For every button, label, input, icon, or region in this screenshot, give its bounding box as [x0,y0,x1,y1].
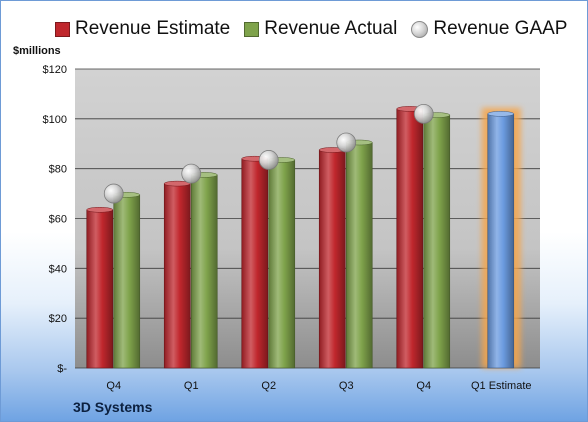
y-tick-label: $60 [49,214,67,226]
bar-revenue-actual [113,194,141,369]
y-tick-label: $20 [49,313,67,325]
gaap-marker [258,150,279,170]
legend-item-0: Revenue Estimate [55,18,230,40]
bar-revenue-actual [190,174,218,369]
bar-top [86,207,113,213]
gridlines [75,68,540,369]
y-tick-label: $120 [43,64,67,76]
legend-swatch [55,21,70,37]
bar-revenue-actual [268,159,296,369]
legend-swatch [411,20,429,38]
gaap-marker [103,183,124,204]
x-tick-label: Q1 Estimate [471,380,532,392]
x-tick-label: Q1 [184,380,199,392]
legend-item-2: Revenue GAAP [411,18,567,40]
y-tick-label: $40 [49,263,67,275]
bars [86,106,521,369]
y-tick-label: $- [57,363,67,375]
x-tick-label: Q4 [106,380,121,392]
x-tick-label: Q2 [261,380,276,392]
bar-revenue-estimate [396,108,424,369]
y-tick-label: $80 [49,164,67,176]
gaap-marker [336,132,357,153]
bar-revenue-actual [345,142,373,369]
x-tick-label: Q3 [339,380,354,392]
gaap-marker [413,103,434,124]
legend-label: Revenue GAAP [433,18,568,39]
legend-label: Revenue Actual [264,18,398,39]
legend: Revenue Estimate Revenue Actual Revenue GA… [55,17,581,41]
y-tick-label: $100 [43,114,67,126]
bar-top [164,180,191,187]
bar-top [487,111,514,117]
bar-revenue-estimate [86,209,114,369]
legend-swatch [244,21,260,37]
x-axis: Q4 Q1 Q2 Q3 Q4 Q1 Estimate [106,380,531,392]
legend-item-1: Revenue Actual [244,18,397,40]
bar-revenue-actual [423,114,451,369]
legend-label: Revenue Estimate [75,18,231,39]
y-unit-label: $millions [13,45,61,57]
company-name: 3D Systems [73,399,153,415]
gaap-marker [181,163,202,184]
bar-revenue-estimate [241,158,269,369]
bar-revenue-estimate [163,183,191,369]
bar-revenue-estimate [318,149,346,369]
x-tick-label: Q4 [416,380,431,392]
bar-estimate [487,113,515,369]
gaap-markers [103,103,434,204]
y-axis: $- $20 $40 $60 $80 $100 $120 [43,64,68,375]
